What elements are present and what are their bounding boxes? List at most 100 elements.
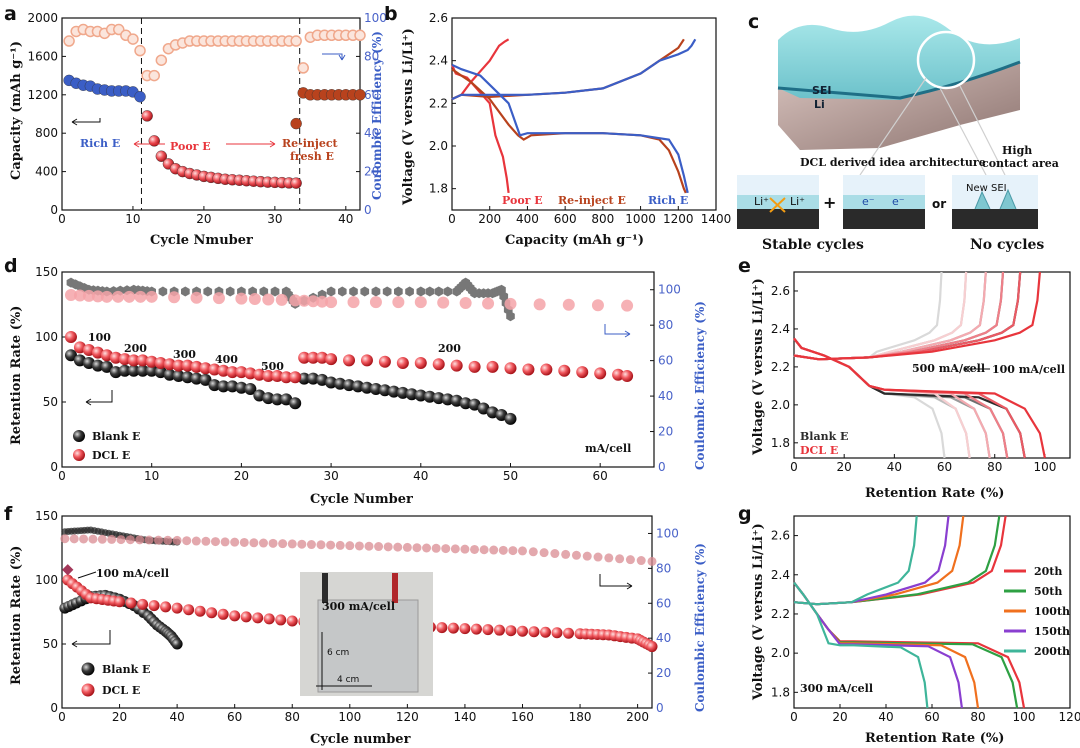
ce-point — [489, 545, 499, 555]
panel-c-schematic: c SEI Li DCL derived idea architecture H… — [737, 11, 1059, 253]
retention-point — [118, 353, 131, 366]
ce-point — [414, 296, 427, 309]
charge-curve — [793, 271, 1022, 361]
panel-b-legend-rich: Rich E — [648, 194, 688, 207]
panel-g-ylabel: Voltage (V versus Li/Li⁺) — [751, 523, 766, 701]
ce-point — [354, 541, 364, 551]
ce-hexagon — [434, 286, 444, 297]
ce-point — [163, 535, 173, 545]
retention-point — [208, 379, 221, 392]
ce-point — [412, 543, 422, 553]
ce-point — [460, 544, 470, 554]
retention-point — [217, 608, 229, 620]
panel-b-ylabel: Voltage (V versus Li/Li⁺) — [401, 28, 416, 206]
ce-point — [248, 293, 261, 306]
x-tick-label: 1400 — [701, 212, 732, 226]
inset-4cm: 4 cm — [337, 675, 359, 685]
ce-point — [275, 293, 288, 306]
retention-point — [594, 367, 607, 380]
ce-hexagon — [181, 286, 190, 297]
stable-cycles-label: Stable cycles — [762, 237, 864, 253]
x-tick-label: 60 — [924, 710, 939, 724]
x-tick-label: 60 — [937, 460, 952, 474]
x-tick-label: 200 — [626, 710, 649, 724]
y-tick-label: 2.4 — [429, 54, 448, 68]
panel-f-label-300: 300 mA/cell — [322, 600, 395, 613]
retention-point — [217, 380, 230, 393]
panel-label-c: c — [748, 11, 759, 33]
ce-point — [306, 540, 316, 550]
discharge-curve — [451, 63, 689, 194]
x-tick-label: 0 — [58, 212, 66, 226]
no-cycle-image — [952, 175, 1038, 229]
ce-point — [262, 293, 275, 306]
retention-point — [190, 372, 203, 385]
retention-point — [504, 412, 517, 425]
retention-point — [217, 364, 230, 377]
panel-f-legend-dcl: DCL E — [102, 684, 140, 697]
y-tick-label: 2.0 — [771, 646, 790, 660]
ce-hexagon — [371, 286, 381, 297]
y-tick-label: 2000 — [27, 11, 58, 25]
new-sei-label: New SEI — [966, 183, 1007, 194]
retention-point — [495, 409, 508, 421]
retention-point — [360, 381, 373, 394]
li-plus-1: Li⁺ — [754, 195, 769, 208]
retention-point — [118, 364, 131, 377]
ce-hexagon — [203, 286, 213, 297]
panel-f-legend-blank: Blank E — [102, 663, 150, 676]
retention-point — [646, 641, 658, 653]
sei-label: SEI — [812, 84, 832, 97]
li-plus-2: Li⁺ — [790, 195, 805, 208]
retention-point — [226, 380, 239, 393]
retention-point — [468, 398, 481, 411]
y2-tick-label: 100 — [364, 11, 387, 25]
charge-curve — [793, 515, 918, 606]
e-minus-1: e⁻ — [862, 195, 875, 208]
ce-hexagon — [443, 286, 452, 297]
discharge-curve — [450, 64, 510, 194]
retention-point — [127, 354, 140, 367]
y-tick-label: 100 — [35, 573, 58, 587]
rate-label-500: 500 — [261, 360, 284, 373]
ce-point — [73, 289, 86, 302]
panel-e-label-500: 500 mA/cell — [912, 362, 985, 375]
y-tick-label: 2.6 — [771, 284, 790, 298]
ce-hexagon — [506, 311, 515, 322]
charge-curve — [451, 38, 697, 101]
x-tick-label: 140 — [453, 710, 476, 724]
retention-point — [172, 359, 185, 372]
ce-point — [235, 292, 248, 305]
retention-point — [136, 364, 149, 377]
retention-point — [423, 390, 436, 403]
panel-d-y2label: Coulombic Efficiency (%) — [693, 301, 707, 470]
ce-hexagon — [158, 286, 168, 297]
or-label: or — [932, 197, 946, 211]
ce-point — [441, 544, 451, 554]
y2-tick-label: 80 — [364, 49, 379, 63]
ce-point — [437, 296, 450, 309]
contact-area-label: contact area — [982, 157, 1059, 170]
panel-d-legend-blank: Blank E — [92, 430, 140, 443]
ce-point — [374, 542, 384, 552]
y-tick-label: 2.0 — [771, 398, 790, 412]
charge-curve — [451, 38, 510, 101]
retention-point — [253, 368, 266, 381]
ce-point — [134, 44, 146, 57]
ce-point — [212, 292, 225, 305]
ce-point — [459, 297, 472, 310]
retention-point — [114, 596, 126, 608]
x-tick-label: 0 — [790, 460, 798, 474]
ce-point — [155, 54, 168, 66]
y-tick-label: 800 — [35, 126, 58, 140]
x-tick-label: 80 — [970, 710, 985, 724]
panel-label-g: g — [738, 503, 752, 525]
panel-f-ylabel: Retention Rate (%) — [9, 546, 24, 685]
retention-point — [352, 380, 364, 393]
y-tick-label: 2.6 — [771, 529, 790, 543]
ce-hexagon — [382, 286, 392, 297]
retention-point — [206, 607, 218, 619]
x-tick-label: 40 — [887, 460, 902, 474]
ce-point — [593, 552, 603, 562]
retention-point — [262, 392, 275, 405]
